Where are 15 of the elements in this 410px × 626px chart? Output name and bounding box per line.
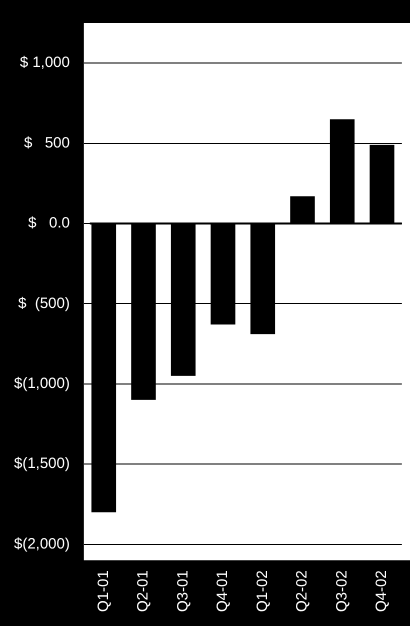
y-tick-label: $(1,500) [14, 455, 70, 472]
x-tick-label: Q1-02 [254, 570, 271, 612]
x-tick-label: Q2-02 [294, 570, 311, 612]
x-tick-label: Q4-01 [214, 570, 232, 612]
y-tick-label: $(1,000) [14, 375, 70, 392]
x-tick-label: Q3-01 [174, 570, 192, 612]
y-tick-label: $ 1,000 [20, 54, 70, 72]
y-tick-label: $(2,000) [14, 535, 70, 552]
y-tick-label: $ (500) [18, 294, 70, 312]
x-tick-label: Q3-02 [333, 570, 350, 612]
x-tick-label: Q4-02 [373, 570, 390, 612]
y-tick-label: $ 0.0 [28, 214, 70, 232]
y-tick-label: $ 500 [24, 134, 70, 152]
x-tick-label: Q2-01 [134, 570, 152, 612]
x-tick-label: Q1-01 [94, 570, 112, 612]
